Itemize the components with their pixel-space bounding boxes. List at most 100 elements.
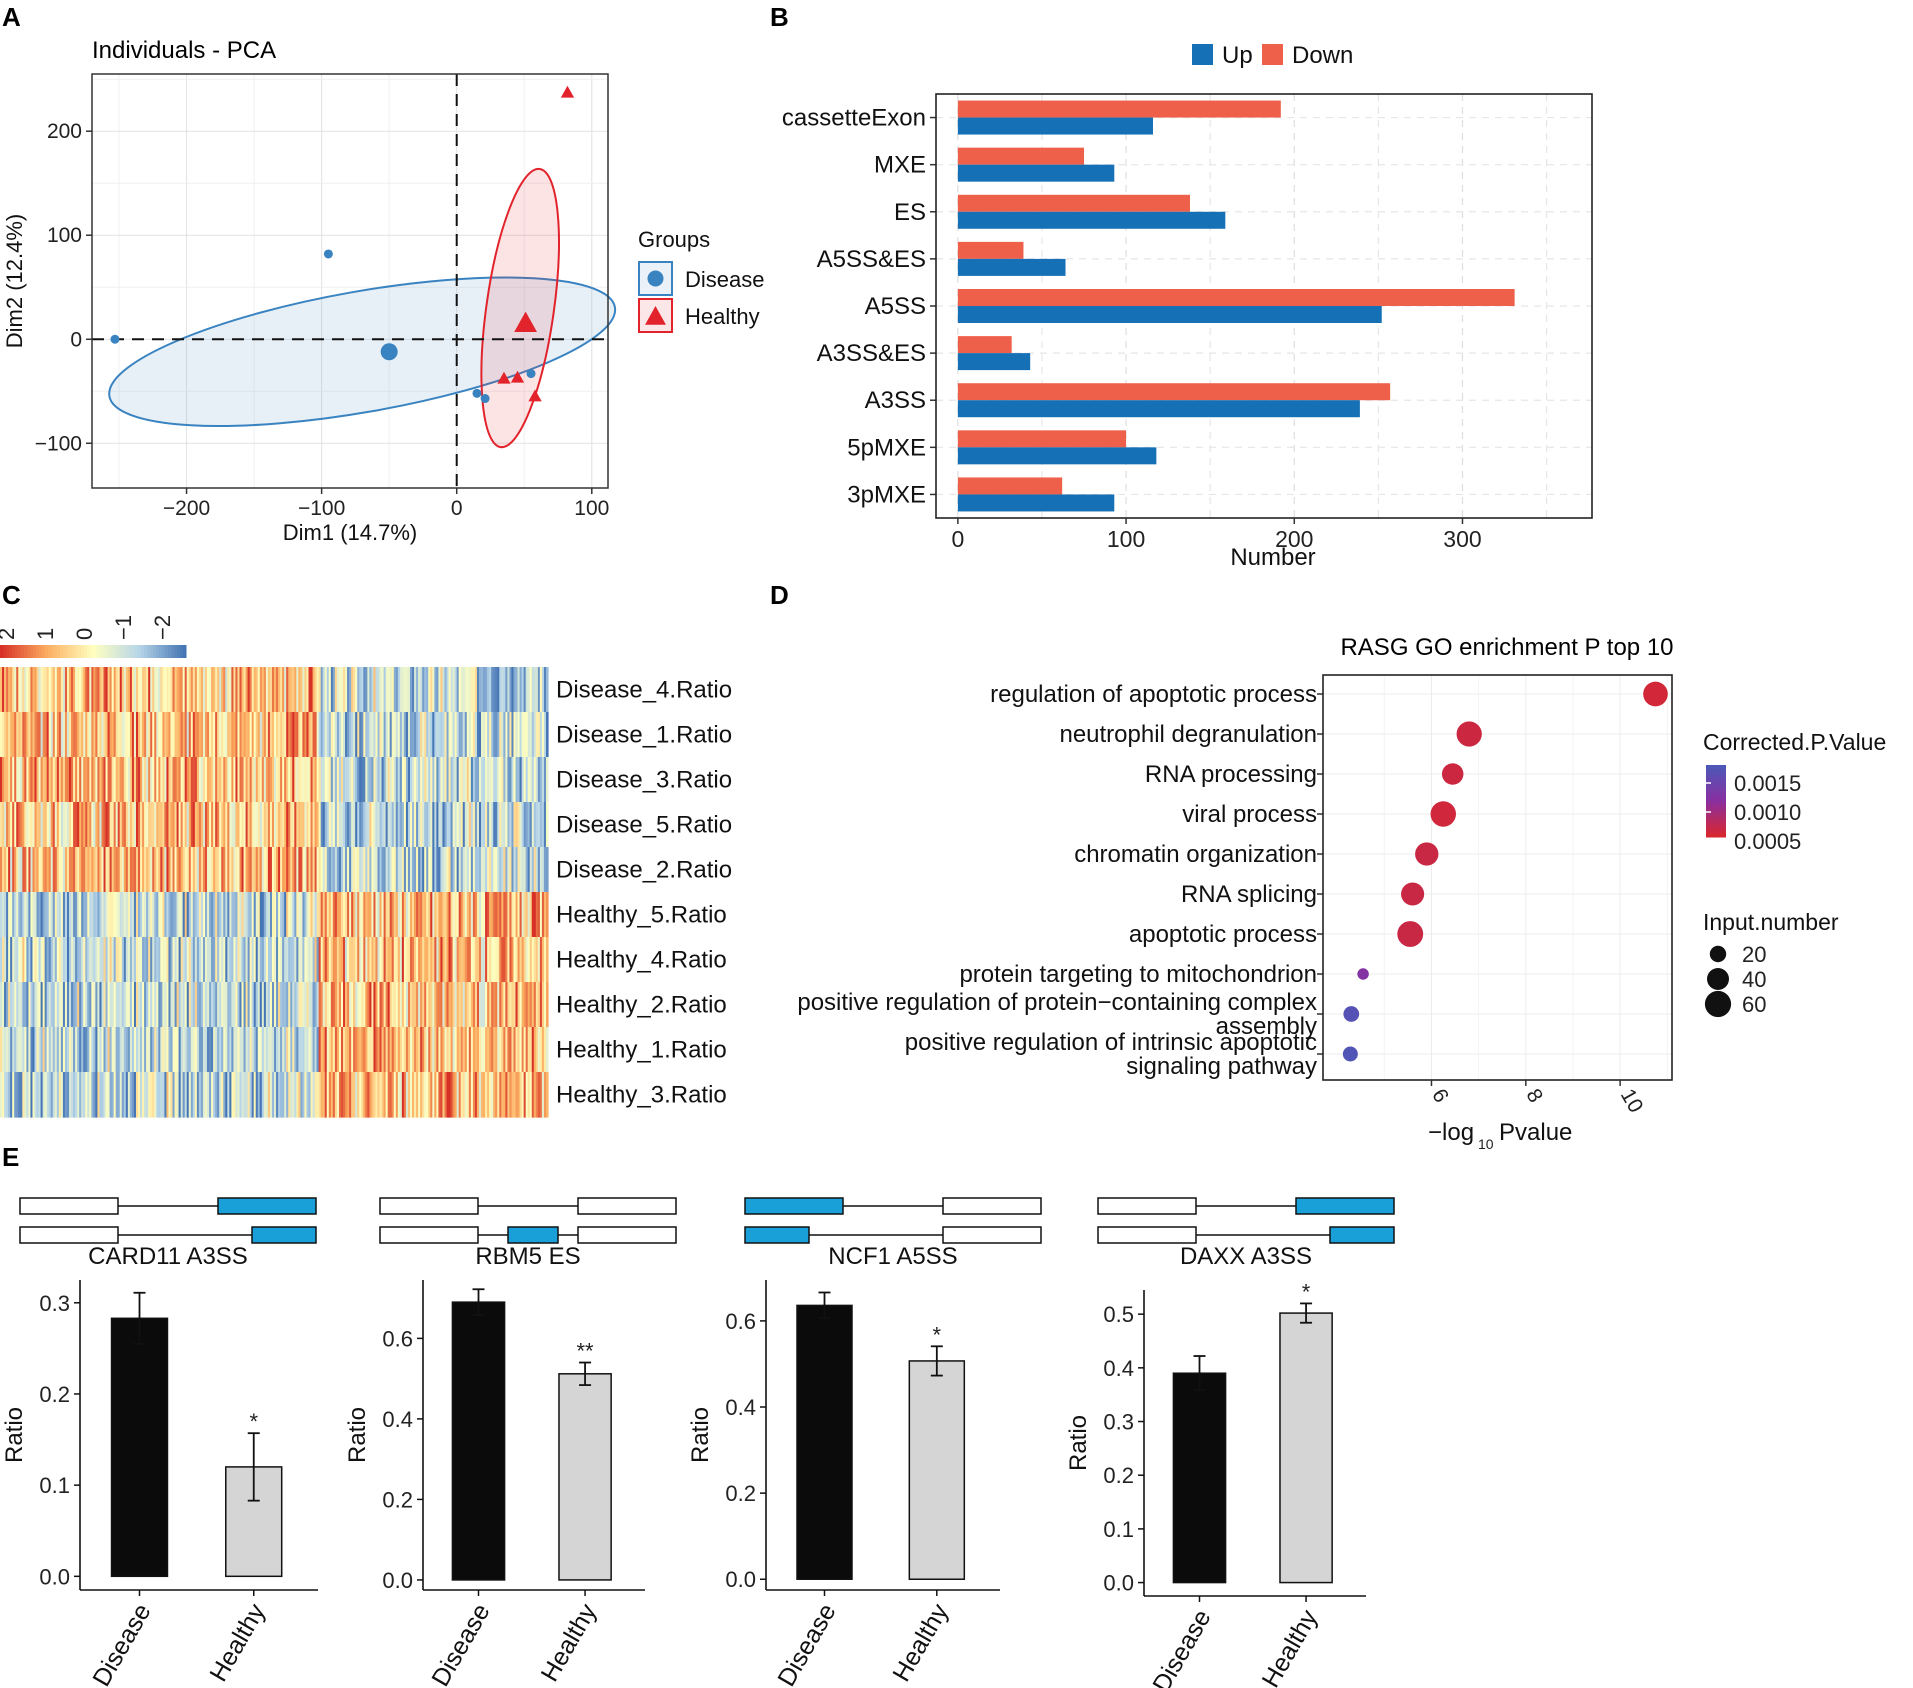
heatmap-cell: [176, 1072, 180, 1118]
heatmap-cell: [312, 937, 316, 983]
heatmap-cell: [184, 712, 188, 758]
heatmap-cell: [186, 847, 190, 893]
heatmap-cell: [46, 937, 50, 983]
heatmap-cell: [440, 1072, 444, 1118]
heatmap-cell: [474, 847, 478, 893]
heatmap-cell: [314, 667, 318, 713]
scale-bar-cell: [180, 645, 184, 658]
heatmap-cell: [483, 757, 486, 803]
heatmap-cell: [274, 892, 277, 938]
heatmap-cell: [476, 1072, 480, 1118]
heatmap-cell: [121, 802, 125, 848]
heatmap-cell: [499, 847, 502, 893]
heatmap-cell: [188, 847, 192, 893]
heatmap-cell: [513, 667, 517, 713]
heatmap-cell: [140, 757, 143, 803]
heatmap-cell: [198, 757, 202, 803]
heatmap-cell: [6, 937, 9, 983]
heatmap-cell: [198, 892, 202, 938]
heatmap-cell: [117, 892, 121, 938]
scale-bar-cell: [144, 645, 148, 658]
heatmap-cell: [438, 667, 442, 713]
heatmap-cell: [444, 847, 448, 893]
heatmap-cell: [452, 937, 456, 983]
y-tick-label: 0.5: [1103, 1302, 1134, 1327]
heatmap-cell: [450, 667, 454, 713]
heatmap-cell: [113, 982, 117, 1028]
heatmap-cell: [194, 757, 198, 803]
heatmap-cell: [454, 847, 458, 893]
heatmap-cell: [36, 892, 40, 938]
heatmap-cell: [397, 847, 401, 893]
heatmap-cell: [182, 937, 186, 983]
heatmap-cell: [85, 757, 88, 803]
heatmap-cell: [503, 1072, 506, 1118]
heatmap-cell: [349, 757, 352, 803]
heatmap-cell: [0, 847, 3, 893]
heatmap-cell: [129, 1072, 133, 1118]
heatmap-cell: [95, 757, 99, 803]
heatmap-cell: [330, 1072, 334, 1118]
heatmap-cell: [0, 892, 3, 938]
heatmap-cell: [478, 937, 482, 983]
heatmap-cell: [464, 982, 468, 1028]
heatmap-cell: [95, 802, 99, 848]
heatmap-cell: [111, 802, 115, 848]
heatmap-cell: [442, 1027, 446, 1073]
heatmap-cell: [466, 757, 470, 803]
heatmap-cell: [373, 802, 377, 848]
heatmap-cell: [310, 892, 314, 938]
heatmap-cell: [426, 1072, 429, 1118]
heatmap-cell: [188, 892, 192, 938]
heatmap-cell: [117, 1072, 121, 1118]
heatmap-cell: [221, 847, 224, 893]
heatmap-cell: [178, 1027, 182, 1073]
heatmap-cell: [531, 757, 535, 803]
heatmap-cell: [294, 1072, 297, 1118]
heatmap-cell: [241, 892, 245, 938]
heatmap-cell: [245, 892, 249, 938]
heatmap-cell: [211, 1072, 214, 1118]
gene-event-title: DAXX A3SS: [1180, 1243, 1312, 1270]
scale-bar-cell: [117, 645, 121, 658]
heatmap-cell: [493, 847, 496, 893]
heatmap-cell: [407, 802, 411, 848]
heatmap-cell: [399, 1027, 403, 1073]
heatmap-cell: [284, 892, 287, 938]
heatmap-cell: [340, 937, 344, 983]
heatmap-cell: [50, 757, 54, 803]
heatmap-cell: [77, 847, 80, 893]
heatmap-cell: [138, 802, 141, 848]
heatmap-cell: [146, 757, 149, 803]
heatmap-cell: [233, 667, 237, 713]
heatmap-cell: [314, 1072, 318, 1118]
heatmap-cell: [99, 1027, 103, 1073]
scale-bar-cell: [165, 645, 169, 658]
heatmap-cell: [466, 1027, 470, 1073]
heatmap-cell: [263, 1072, 267, 1118]
heatmap-cell: [56, 667, 60, 713]
heatmap-cell: [397, 1072, 401, 1118]
heatmap-cell: [186, 802, 190, 848]
heatmap-cell: [69, 667, 72, 713]
heatmap-cell: [58, 667, 62, 713]
heatmap-cell: [509, 1072, 513, 1118]
heatmap-cell: [16, 982, 19, 1028]
heatmap-cell: [194, 892, 198, 938]
heatmap-cell: [133, 847, 137, 893]
heatmap-cell: [543, 667, 547, 713]
heatmap-cell: [194, 802, 198, 848]
heatmap-cell: [513, 982, 517, 1028]
go-point: [1430, 801, 1456, 827]
legend-symbol-disease: [647, 270, 664, 287]
heatmap-cell: [314, 1027, 318, 1073]
heatmap-cell: [182, 982, 186, 1028]
heatmap-cell: [103, 982, 107, 1028]
heatmap-cell: [355, 982, 358, 1028]
heatmap-cell: [158, 712, 161, 758]
heatmap-cell: [523, 892, 527, 938]
heatmap-cell: [85, 667, 88, 713]
heatmap-cell: [265, 937, 269, 983]
exon: [942, 1197, 1042, 1215]
heatmap-cell: [330, 802, 334, 848]
